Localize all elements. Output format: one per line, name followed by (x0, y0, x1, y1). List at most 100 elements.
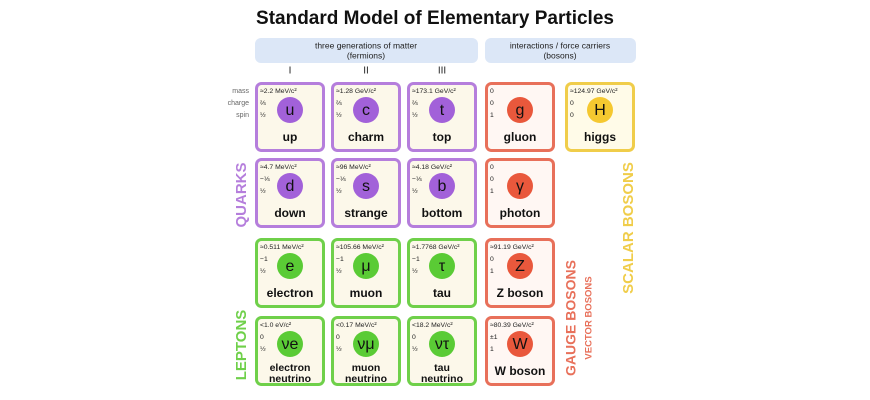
particle-symbol: ντ (435, 336, 450, 353)
particle-mass: <0.17 MeV/c² (336, 322, 377, 329)
particle-charge: 0 (490, 100, 494, 107)
particle-name: up (283, 130, 298, 144)
group-label: interactions / force carriers (510, 40, 610, 50)
side-label: GAUGE BOSONS (563, 260, 579, 376)
particle-charge: 0 (490, 176, 494, 183)
title: Standard Model of Elementary Particles (256, 8, 614, 29)
particle-spin: ½ (336, 111, 342, 119)
particle-spin: 1 (490, 346, 494, 353)
particle-charge: −1 (336, 256, 344, 263)
particle-spin: ½ (336, 345, 342, 353)
particle-symbol: γ (516, 178, 524, 195)
particle-symbol: τ (439, 258, 446, 275)
particle-charge: 0 (490, 256, 494, 263)
generation-label: I (289, 66, 292, 77)
property-label: charge (228, 100, 250, 107)
particle-name: tau (433, 286, 451, 300)
particle-spin: 1 (490, 112, 494, 119)
particle-charge: 0 (336, 334, 340, 341)
particle-symbol: νe (282, 336, 299, 353)
side-label: VECTOR BOSONS (584, 276, 595, 359)
particle-mass: ≈1.28 GeV/c² (336, 88, 377, 95)
group-sublabel: (fermions) (347, 50, 385, 60)
particle-spin: ½ (336, 267, 342, 275)
particle-icon (429, 173, 455, 199)
particle-symbol: H (594, 102, 606, 119)
particle-name: photon (500, 206, 541, 220)
particle-spin: ½ (412, 345, 418, 353)
particle-symbol: e (286, 258, 295, 275)
particle-spin: ½ (336, 187, 342, 195)
particle-icon (277, 253, 303, 279)
particle-mass: 0 (490, 88, 494, 95)
particle-spin: ½ (412, 187, 418, 195)
particle-icon (277, 173, 303, 199)
particle-spin: ½ (260, 345, 266, 353)
particle-mass: ≈0.511 MeV/c² (260, 244, 304, 251)
particle-name: muon (352, 362, 381, 374)
particle-symbol: μ (361, 258, 370, 275)
particle-mass: ≈91.19 GeV/c² (490, 244, 535, 251)
particle-icon (277, 331, 303, 357)
particle-icon (277, 97, 303, 123)
side-label: QUARKS (233, 162, 250, 227)
particle-name: muon (350, 286, 383, 300)
particle-mass: ≈80.39 GeV/c² (490, 322, 535, 329)
particle-charge: 0 (570, 100, 574, 107)
particle-symbol: Z (515, 258, 525, 275)
particle-symbol: c (362, 102, 370, 119)
particle-mass: ≈1.7768 GeV/c² (412, 244, 460, 251)
particle-icon (507, 173, 533, 199)
particle-spin: 0 (570, 112, 574, 119)
particle-icon (587, 97, 613, 123)
particle-icon (429, 253, 455, 279)
particle-icon (429, 97, 455, 123)
particle-spin: ½ (260, 111, 266, 119)
particle-name: gluon (504, 130, 537, 144)
particle-spin: ½ (260, 267, 266, 275)
particle-symbol: b (438, 178, 447, 195)
particle-icon (353, 331, 379, 357)
particle-mass: ≈173.1 GeV/c² (412, 88, 457, 95)
particle-icon (429, 331, 455, 357)
particle-mass: ≈4.18 GeV/c² (412, 164, 453, 171)
particle-icon (353, 173, 379, 199)
particle-name: charm (348, 130, 384, 144)
particle-icon (507, 97, 533, 123)
particle-name: W boson (495, 364, 546, 378)
group-label: three generations of matter (315, 40, 417, 50)
particle-icon (507, 331, 533, 357)
particle-mass: ≈124.97 GeV/c² (570, 88, 618, 95)
particle-charge: −⅓ (336, 176, 346, 183)
side-label: SCALAR BOSONS (620, 162, 637, 294)
particle-name: electron (270, 362, 311, 374)
particle-name: neutrino (345, 373, 387, 385)
particle-charge: 0 (260, 334, 264, 341)
particle-spin: 1 (490, 188, 494, 195)
particle-symbol: s (362, 178, 370, 195)
particle-spin: ½ (412, 267, 418, 275)
particle-icon (353, 97, 379, 123)
particle-charge: ±1 (490, 334, 498, 341)
particle-spin: ½ (260, 187, 266, 195)
particle-charge: 0 (412, 334, 416, 341)
particle-charge: −1 (260, 256, 268, 263)
particle-name: bottom (422, 206, 463, 220)
particle-symbol: W (512, 336, 528, 353)
particle-name: top (433, 130, 452, 144)
particle-mass: 0 (490, 164, 494, 171)
particle-symbol: t (440, 102, 445, 119)
particle-spin: 1 (490, 268, 494, 275)
particle-icon (507, 253, 533, 279)
property-label: mass (232, 88, 249, 95)
particle-mass: ≈96 MeV/c² (336, 164, 371, 171)
particle-symbol: g (516, 102, 525, 119)
particle-mass: ≈2.2 MeV/c² (260, 88, 297, 95)
particle-mass: <18.2 MeV/c² (412, 322, 453, 329)
particle-charge: ⅔ (412, 100, 418, 107)
group-box (485, 38, 636, 63)
particle-charge: ⅔ (260, 100, 266, 107)
particle-name: electron (267, 286, 314, 300)
